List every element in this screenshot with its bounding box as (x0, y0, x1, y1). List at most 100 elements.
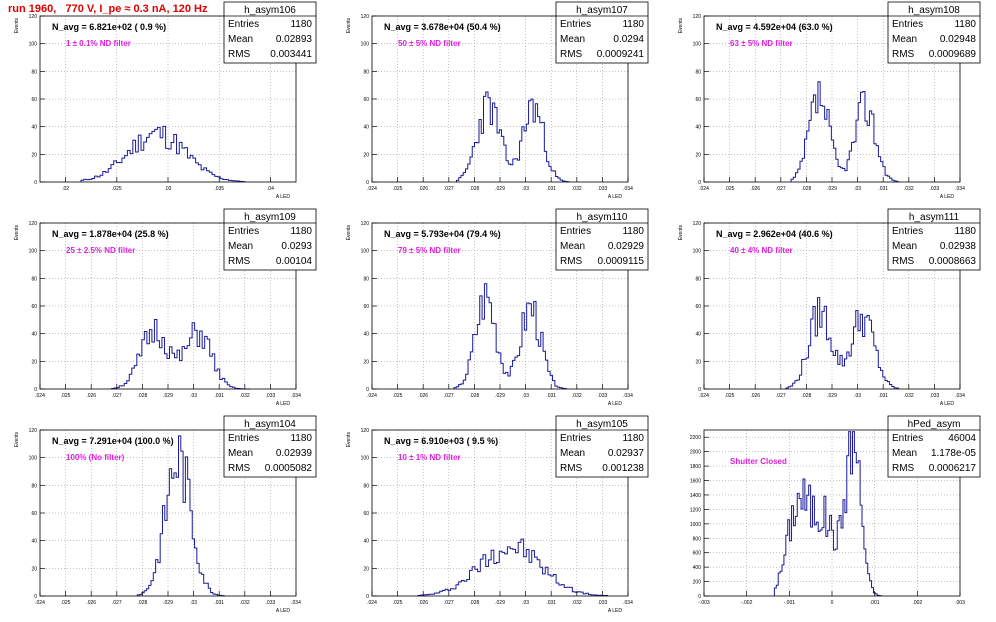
x-tick-label: .027 (776, 186, 786, 192)
x-tick-label: .027 (112, 393, 122, 399)
x-tick-label: .025 (725, 186, 735, 192)
x-tick-label: .027 (444, 393, 454, 399)
y-tick-label: 100 (29, 456, 38, 462)
stats-title: h_asym109 (244, 212, 296, 223)
x-tick-label: .03 (522, 393, 529, 399)
y-axis-label: Events (346, 225, 352, 241)
histogram-line (417, 538, 609, 597)
stats-key: Entries (892, 433, 923, 444)
x-tick-label: .027 (444, 186, 454, 192)
x-tick-label: .02 (62, 186, 69, 192)
y-tick-label: 40 (31, 332, 37, 338)
stats-title: h_asym111 (909, 212, 960, 223)
x-tick-label: .024 (699, 393, 709, 399)
x-tick-label: .034 (623, 600, 633, 606)
filter-label: 25 ± 2.5% ND filter (66, 246, 135, 255)
x-tick-label: .03 (522, 600, 529, 606)
x-tick-label: .027 (112, 600, 122, 606)
stats-key: Mean (560, 34, 585, 45)
x-tick-label: .033 (598, 600, 608, 606)
x-tick-label: .032 (572, 600, 582, 606)
y-tick-label: 20 (363, 566, 369, 572)
y-tick-label: 80 (31, 276, 37, 282)
stats-key: Mean (892, 448, 917, 459)
y-tick-label: 100 (29, 42, 38, 48)
y-tick-label: 40 (695, 332, 701, 338)
x-tick-label: .032 (572, 186, 582, 192)
histogram-line (790, 81, 900, 183)
n-avg-label: N_avg = 1.878e+04 (25.8 %) (52, 229, 169, 239)
histogram-h_asym111: .024 .025 .026 .027 .028 .029 .03 .031 .032 .033.… (678, 208, 981, 407)
x-tick-label: .026 (418, 186, 428, 192)
filter-label: Shutter Closed (730, 457, 787, 466)
x-tick-label: .04 (267, 186, 274, 192)
histogram-line (111, 319, 251, 390)
stats-value: 0.02939 (276, 448, 313, 459)
histogram-line (80, 125, 246, 183)
stats-key: Entries (892, 19, 923, 30)
y-tick-label: 20 (363, 359, 369, 365)
filter-label: 63 ± 5% ND filter (730, 39, 793, 48)
stats-value: 1.178e-05 (931, 448, 976, 459)
stats-box (223, 1, 317, 64)
x-tick-label: .028 (802, 393, 812, 399)
x-tick-label: .025 (61, 393, 71, 399)
y-tick-label: 2000 (690, 450, 701, 456)
x-tick-label: .03 (854, 393, 861, 399)
y-tick-label: 1600 (690, 479, 701, 485)
stats-value: 0.00104 (276, 256, 313, 267)
x-tick-label: -.002 (741, 600, 753, 606)
x-tick-label: .024 (699, 186, 709, 192)
y-tick-label: 200 (693, 580, 702, 586)
x-tick-label: .035 (214, 186, 224, 192)
stats-title: h_asym106 (244, 5, 296, 16)
x-tick-label: .029 (827, 393, 837, 399)
stats-key: Mean (560, 448, 585, 459)
stats-value: 1180 (290, 19, 312, 30)
filter-label: 100% (No filter) (66, 453, 125, 462)
x-tick-label: .033 (930, 186, 940, 192)
x-tick-label: .024 (35, 600, 45, 606)
stats-value: 1180 (954, 226, 976, 237)
x-tick-label: .032 (572, 393, 582, 399)
x-tick-label: .029 (163, 393, 173, 399)
x-tick-label: .029 (495, 600, 505, 606)
stats-key: Entries (560, 433, 591, 444)
histogram-h_asym106: .02 .025 .03 .035 .04 0 20 40 60 80 100 120 Events A … (14, 1, 317, 200)
stats-title: h_asym108 (908, 5, 960, 16)
x-tick-label: -.003 (698, 600, 710, 606)
x-tick-label: .031 (546, 393, 556, 399)
y-tick-label: 100 (361, 249, 370, 255)
x-axis-label: A LED (276, 401, 291, 407)
x-tick-label: .031 (878, 186, 888, 192)
x-tick-label: .025 (725, 393, 735, 399)
x-axis-label: A LED (940, 401, 955, 407)
y-tick-label: 80 (31, 69, 37, 75)
y-tick-label: 60 (695, 304, 701, 310)
y-tick-label: 400 (693, 565, 702, 571)
stats-value: 0.02938 (940, 241, 977, 252)
y-tick-label: 40 (31, 539, 37, 545)
stats-value: 0.0009115 (597, 256, 644, 267)
stats-value: 0.0006217 (929, 463, 977, 474)
x-tick-label: .025 (61, 600, 71, 606)
stats-box (555, 415, 649, 478)
stats-key: RMS (892, 256, 915, 267)
stats-key: Entries (892, 226, 923, 237)
y-tick-label: 60 (363, 304, 369, 310)
histogram-h_asym108: .024 .025 .026 .027 .028 .029 .03 .031 .032 .033.… (678, 1, 981, 200)
y-tick-label: 120 (29, 428, 38, 434)
y-tick-label: 100 (361, 42, 370, 48)
stats-value: 0.003441 (270, 49, 312, 60)
histogram-h_asym105: .024 .025 .026 .027 .028 .029 .03 .031 .032 .033.… (346, 415, 649, 614)
x-tick-label: .032 (240, 393, 250, 399)
stats-key: Entries (560, 226, 591, 237)
y-tick-label: 80 (363, 483, 369, 489)
x-tick-label: .032 (904, 393, 914, 399)
y-tick-label: 20 (31, 152, 37, 158)
n-avg-label: N_avg = 3.678e+04 (50.4 %) (384, 22, 501, 32)
x-tick-label: .034 (955, 186, 965, 192)
x-tick-label: .028 (802, 186, 812, 192)
stats-value: 1180 (954, 19, 976, 30)
x-tick-label: .028 (138, 600, 148, 606)
